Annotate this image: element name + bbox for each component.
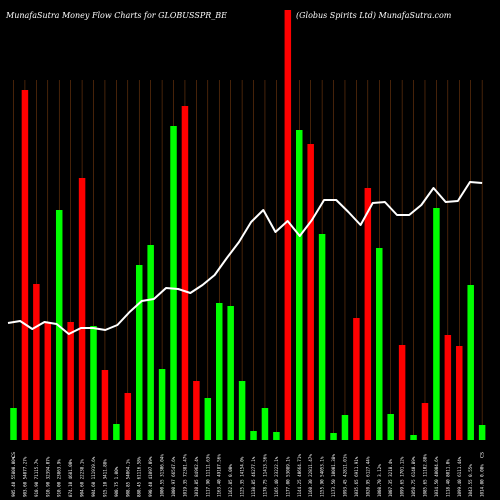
money-flow-bar [158,369,166,440]
x-tick-label: 1007.35 3218.4% [388,459,393,497]
money-flow-bar [318,234,326,440]
money-flow-bar [330,433,337,440]
x-tick-label: 1165.40 23222.1% [274,456,279,497]
x-tick-label: 1014.00 0.00% [480,464,485,497]
x-tick-label: 880.45 61116.58% [137,456,142,497]
x-tick-label-top: CS [480,452,486,458]
x-tick-label: 1019.35 72381.47% [182,454,187,497]
money-flow-bar [296,130,303,440]
money-flow-bar [227,306,234,440]
money-flow-bar [90,326,97,440]
x-tick-label: 874.10 4681.00% [68,459,73,497]
money-flow-bar [273,432,280,440]
money-flow-bar [341,415,349,440]
x-tick-label: 1155.90 54053.1% [320,456,325,497]
x-tick-label: 904.60 111919.6% [91,456,96,497]
x-tick-label: 1000.55 31306.04% [160,454,165,497]
x-tick-label: 1138.85 46277.1% [251,456,256,497]
money-flow-bar [364,188,372,440]
x-tick-label: 905.40 55800.00% [11,456,16,497]
x-tick-label: 910.00 23863.9% [57,459,62,497]
money-flow-bar [398,345,406,440]
x-tick-label: 1008.70 3.12% [377,464,382,497]
x-tick-label: 1000.97 66547.6% [171,456,176,497]
money-flow-bar [478,425,486,440]
x-tick-label: 990.40 41097.09% [148,456,153,497]
price-line [7,181,483,335]
x-tick-label: 1010.85 84962.4% [194,456,199,497]
x-tick-label: 1144.25 40664.71% [297,454,302,497]
x-tick-label: 1034.50 40004.6% [434,456,439,497]
money-flow-bar [433,208,440,440]
x-tick-label: 1099.65 1701.12% [400,456,405,497]
x-tick-label: 1020.95 6127.44% [365,456,370,497]
money-flow-bar [353,318,360,440]
x-tick-label: 908.85 54064.1% [125,459,130,497]
money-flow-bar [10,408,17,440]
money-flow-bar [456,346,463,440]
money-flow-bar [387,414,394,440]
money-flow-bar [135,265,143,440]
money-flow-bar [78,178,86,440]
x-tick-label: 1093.45 42811.01% [342,454,347,497]
money-flow-bar [101,370,109,440]
chart-title-left: MunafaSutra Money Flow Charts for GLOBUS… [5,11,227,20]
money-flow-bar [376,248,383,440]
x-tick-label: 1160.30 22811.47% [308,454,313,497]
price-line-layer [7,181,483,335]
x-tick-label-top: CS [11,452,17,458]
x-tick-label: 1163.40 49187.56% [217,454,222,497]
chart-title-right: (Globus Spirits Ltd) MunafaSutra.com [296,11,452,20]
x-tick-label: 1173.50 10001.38% [331,454,336,497]
x-tick-label: 1178.75 11413.56% [262,454,267,497]
money-flow-bar [44,322,52,440]
money-flow-bar [181,106,189,440]
money-flow-bar [193,381,200,440]
money-flow-bar [421,403,429,440]
x-tick-label: 1050.75 6140.89% [411,456,416,497]
money-flow-bar [238,381,246,440]
x-axis-tick-labels: 905.40 55800.00% 903.60 54077.27% 910.90 7… [11,454,485,497]
x-tick-label: 1177.00 53089.1% [285,456,290,497]
money-flow-bar [67,322,74,440]
x-tick-label: 1035.65 6911.91% [354,456,359,497]
money-flow-bar [33,284,40,440]
x-tick-label: 1117.90 11111.63% [205,454,210,497]
money-flow-bar [204,398,212,440]
x-tick-label: 1043.55 0.55% [468,464,473,497]
money-flow-bar [147,245,154,440]
x-tick-label: 1118.40 8011.0% [445,459,450,497]
x-tick-label: 910.90 71115.7% [34,459,39,497]
money-flow-bar [284,10,292,440]
money-flow-bar [467,285,474,440]
x-tick-label: 900.75 1.00% [114,466,119,497]
x-tick-label: 1125.35 14154.0% [240,456,245,497]
money-flow-bar [307,144,314,440]
x-tick-label: 915.10 3411.88% [102,459,107,497]
x-tick-label: 1085.65 11102.88% [422,454,427,497]
x-tick-label: 904.60 22238.1% [80,459,85,497]
x-tick-label: 903.60 54077.27% [22,456,27,497]
money-flow-bar [444,335,452,440]
money-flow-bar [170,126,177,440]
money-flow-bar [124,393,132,440]
money-flow-bar [261,408,269,440]
x-tick-label: 1099.40 6111.44% [457,456,462,497]
money-flow-bar [215,303,223,440]
x-axis-top-tick-labels: CS CS [11,452,486,458]
money-flow-bar [410,435,417,440]
money-flow-bar [113,424,120,440]
x-tick-label: 1162.85 0.00% [228,464,233,497]
x-tick-label: 910.90 32394.07% [45,456,50,497]
money-flow-bar [250,431,257,440]
money-flow-bar [21,90,29,440]
